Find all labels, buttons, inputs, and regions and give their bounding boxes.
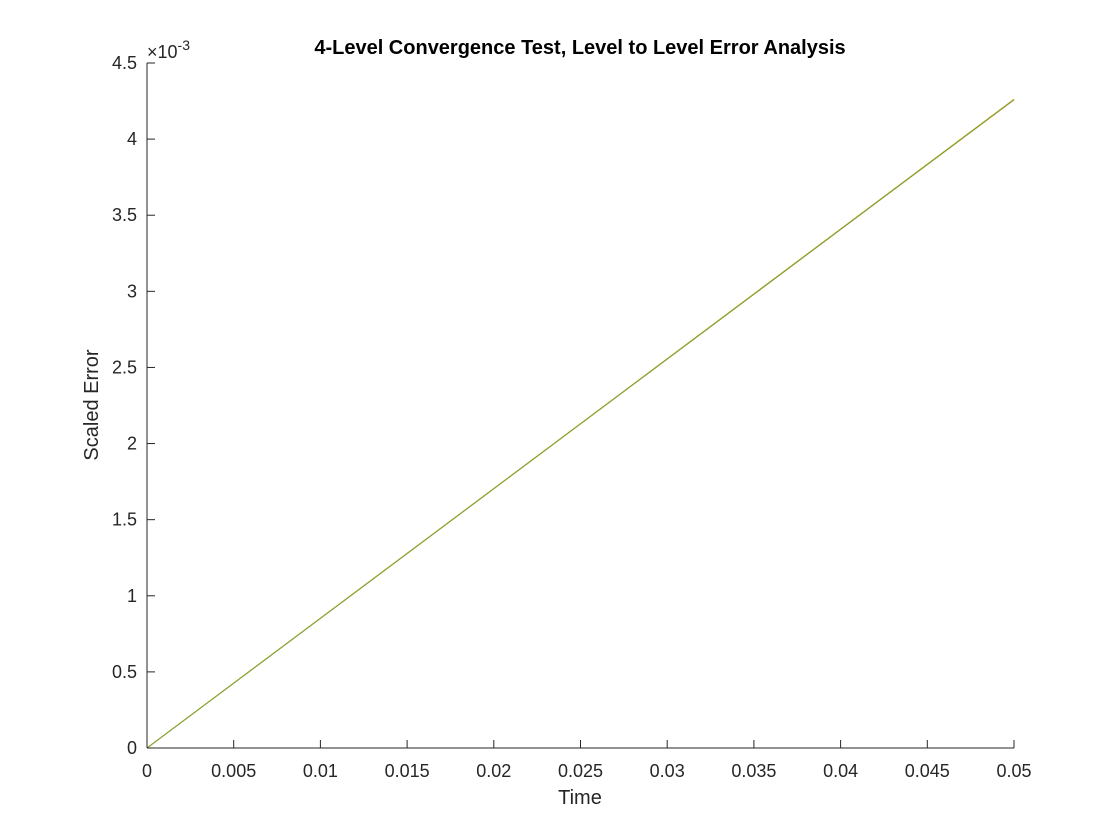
x-tick-label: 0.04 — [823, 761, 858, 781]
y-axis-label: Scaled Error — [81, 349, 103, 460]
x-axis-ticks: 0 0.005 0.01 0.015 0.02 0.025 0.03 0.035 0.04 0.0… — [142, 740, 1032, 781]
x-axis-label: Time — [558, 787, 602, 809]
x-tick-label: 0.03 — [650, 761, 685, 781]
y-axis-exponent-power: -3 — [178, 37, 191, 53]
y-tick-label: 2.5 — [112, 357, 137, 377]
chart-title: 4-Level Convergence Test, Level to Level… — [314, 37, 845, 59]
x-tick-label: 0 — [142, 761, 152, 781]
x-tick-label: 0.02 — [476, 761, 511, 781]
series-layer — [146, 98, 1015, 749]
y-axis-ticks: 0 0.5 1 1.5 2 2.5 3 3.5 4 4.5 — [112, 53, 155, 758]
y-tick-label: 4.5 — [112, 53, 137, 73]
x-tick-label: 0.005 — [211, 761, 256, 781]
y-tick-label: 4 — [127, 129, 137, 149]
x-tick-label: 0.01 — [303, 761, 338, 781]
x-tick-label: 0.045 — [905, 761, 950, 781]
y-tick-label: 1.5 — [112, 510, 137, 530]
y-tick-label: 0.5 — [112, 662, 137, 682]
x-tick-label: 0.05 — [996, 761, 1031, 781]
axes — [146, 63, 1014, 749]
x-tick-label: 0.025 — [558, 761, 603, 781]
y-axis-exponent: ×10-3 — [147, 37, 190, 62]
y-axis-exponent-base: ×10 — [147, 42, 178, 62]
y-tick-label: 2 — [127, 434, 137, 454]
y-tick-label: 1 — [127, 586, 137, 606]
y-tick-label: 3 — [127, 281, 137, 301]
y-tick-label: 0 — [127, 738, 137, 758]
y-tick-label: 3.5 — [112, 205, 137, 225]
x-tick-label: 0.015 — [385, 761, 430, 781]
x-tick-label: 0.035 — [731, 761, 776, 781]
series-line-4 — [146, 99, 1015, 749]
